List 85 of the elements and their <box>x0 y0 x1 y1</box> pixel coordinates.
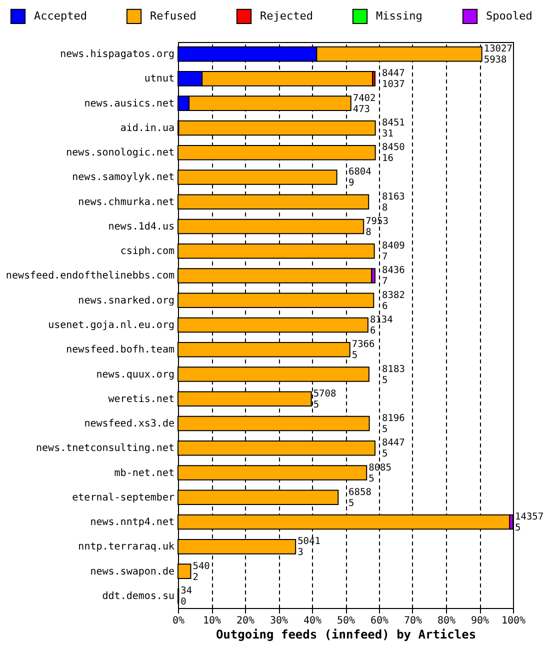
y-tick-label: news.swapon.de <box>90 566 174 578</box>
x-tick-label: 90% <box>470 616 490 626</box>
annotation: 9 <box>348 178 354 189</box>
x-tick-label: 40% <box>303 616 322 626</box>
x-tick-label: 70% <box>404 616 422 626</box>
annotation: 5 <box>348 498 354 509</box>
annotation: 8163 <box>382 191 405 202</box>
annotation: 5 <box>382 424 388 436</box>
annotation: 5 <box>352 350 358 362</box>
annotation: 8451 <box>382 117 406 128</box>
annotation: 16 <box>382 153 394 164</box>
y-tick-label: aid.in.ua <box>120 122 174 134</box>
y-tick-label: ddt.demos.su <box>102 590 174 602</box>
y-tick-label: news.snarked.org <box>78 295 174 306</box>
x-tick-label: 100% <box>501 616 526 626</box>
annotation: 6 <box>370 326 376 336</box>
y-tick-label: news.tnetconsulting.net <box>36 443 174 454</box>
x-tick-label: 30% <box>270 616 288 626</box>
annotation: 5938 <box>484 54 508 66</box>
y-tick-label: news.quux.org <box>96 369 174 380</box>
legend-label: Refused <box>150 9 196 22</box>
annotation: 8409 <box>382 240 406 252</box>
annotation: 8134 <box>370 314 394 326</box>
annotation: 7 <box>382 252 388 263</box>
x-tick-label: 50% <box>336 616 356 626</box>
y-tick-label: newsfeed.endofthelinebbs.com <box>6 270 174 282</box>
x-tick-label: 60% <box>370 616 389 626</box>
annotation: 7366 <box>352 339 376 350</box>
annotation: 5 <box>368 473 374 484</box>
y-tick-label: news.chmurka.net <box>78 196 174 208</box>
y-tick-label: news.nntp4.net <box>90 517 174 528</box>
annotation: 1037 <box>382 79 405 90</box>
annotation: 8 <box>366 226 372 238</box>
y-tick-label: utnut <box>144 74 174 85</box>
y-tick-label: newsfeed.xs3.de <box>84 418 174 430</box>
y-tick-label: news.ausics.net <box>84 98 174 110</box>
annotation: 13027 <box>484 44 512 55</box>
annotation: 7402 <box>352 92 376 104</box>
legend-label: Missing <box>376 9 422 22</box>
y-tick-label: mb-net.net <box>114 468 174 479</box>
annotation: 0 <box>180 596 187 608</box>
annotation: 8382 <box>382 290 405 301</box>
annotation: 8447 <box>382 68 405 80</box>
annotation: 14357 <box>515 512 544 523</box>
y-tick-label: eternal-september <box>72 492 174 504</box>
annotation: 7 <box>382 276 388 288</box>
y-tick-label: news.sonologic.net <box>66 148 174 159</box>
y-tick-label: news.samoylyk.net <box>72 172 174 184</box>
annotation: 8085 <box>368 462 392 474</box>
legend-label: Spooled <box>486 9 532 22</box>
annotation: 8 <box>382 202 388 214</box>
annotation: 6804 <box>348 166 372 178</box>
annotation: 5 <box>382 374 388 386</box>
annotation: 3 <box>298 547 304 558</box>
annotation: 5 <box>382 448 388 460</box>
annotation: 473 <box>352 104 370 115</box>
annotation: 2 <box>192 572 198 583</box>
y-tick-label: usenet.goja.nl.eu.org <box>48 320 174 331</box>
legend-label: Accepted <box>34 9 87 22</box>
legend-label: Rejected <box>260 9 313 22</box>
y-tick-label: csiph.com <box>120 246 174 258</box>
annotation: 31 <box>382 128 394 140</box>
annotation: 8196 <box>382 413 406 424</box>
y-tick-label: weretis.net <box>108 394 174 405</box>
x-tick-label: 80% <box>437 616 456 626</box>
annotation: 7953 <box>366 216 388 227</box>
annotation: 5 <box>313 399 320 410</box>
x-axis-title: Outgoing feeds (innfeed) by Articles <box>216 628 476 642</box>
y-tick-label: news.hispagatos.org <box>60 49 174 60</box>
annotation: 5 <box>515 522 521 534</box>
annotation: 34 <box>180 585 192 596</box>
annotation: 540 <box>192 560 210 572</box>
y-tick-label: newsfeed.bofh.team <box>66 344 174 356</box>
annotation: 8436 <box>382 265 406 276</box>
y-tick-label: nntp.terraraq.uk <box>78 542 174 553</box>
annotation: 8450 <box>382 142 406 154</box>
annotation: 5708 <box>313 388 336 400</box>
annotation: 6 <box>382 300 388 312</box>
annotation: 8183 <box>382 364 405 375</box>
annotation: 8447 <box>382 438 405 449</box>
annotation: 6858 <box>348 486 372 498</box>
y-tick-label: news.1d4.us <box>108 221 174 232</box>
x-tick-label: 0% <box>172 616 185 626</box>
x-tick-label: 10% <box>202 616 222 626</box>
x-tick-label: 20% <box>236 616 255 626</box>
